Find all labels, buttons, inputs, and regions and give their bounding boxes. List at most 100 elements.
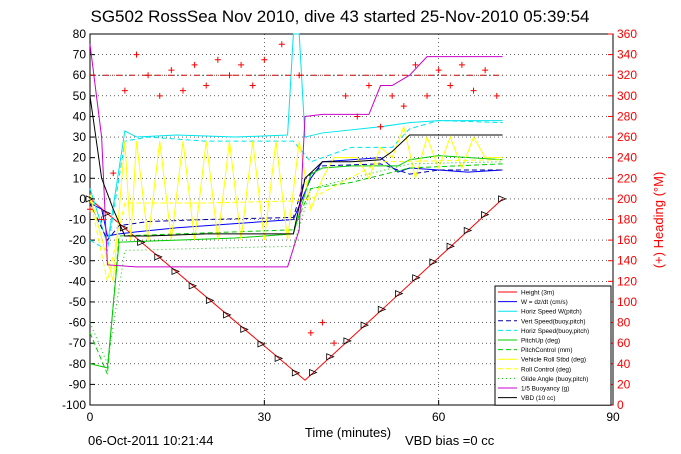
heading-marker xyxy=(87,206,93,213)
y-tick-label-right: 180 xyxy=(617,213,637,227)
height-marker xyxy=(360,321,370,329)
heading-marker xyxy=(203,82,210,89)
height-marker xyxy=(377,305,387,313)
y-tick-label-left: -30 xyxy=(69,254,87,268)
height-marker xyxy=(480,211,490,219)
y-tick-label-right: 20 xyxy=(617,377,631,391)
heading-marker xyxy=(354,113,361,120)
heading-marker xyxy=(133,51,140,58)
y-tick-label-right: 200 xyxy=(617,192,637,206)
series-line-6 xyxy=(89,163,503,375)
height-marker xyxy=(85,195,95,203)
heading-marker xyxy=(156,92,163,99)
y-tick-label-right: 160 xyxy=(617,233,637,247)
series-line-4 xyxy=(89,120,503,252)
y-tick-label-left: 80 xyxy=(73,27,87,41)
heading-marker xyxy=(278,41,285,48)
x-tick-label: 90 xyxy=(606,410,620,424)
heading-marker xyxy=(365,82,372,89)
heading-marker xyxy=(121,87,128,94)
heading-marker xyxy=(435,67,442,74)
y-tick-label-right: 0 xyxy=(617,398,624,412)
height-marker xyxy=(154,253,163,261)
height-marker xyxy=(343,337,352,345)
series-line-1 xyxy=(89,157,503,237)
y-tick-label-right: 220 xyxy=(617,171,637,185)
heading-marker xyxy=(249,82,256,89)
y-tick-label-right: 300 xyxy=(617,89,637,103)
legend-entry: Roll Control (deg) xyxy=(521,366,571,373)
y-tick-label-left: -70 xyxy=(69,336,87,350)
heading-marker xyxy=(482,67,489,74)
chart-title: SG502 RossSea Nov 2010, dive 43 started … xyxy=(91,7,590,26)
legend-entry: Height (3m) xyxy=(521,290,554,297)
heading-marker xyxy=(307,329,314,336)
series-line-11 xyxy=(89,95,503,237)
heading-marker xyxy=(470,87,477,94)
y-tick-label-left: 30 xyxy=(73,130,87,144)
heading-marker xyxy=(319,319,326,326)
series-line-2 xyxy=(89,33,503,245)
height-marker xyxy=(274,354,284,363)
height-marker xyxy=(205,296,215,305)
legend-entry: Vehicle Roll Stbd (deg) xyxy=(521,357,586,364)
y-tick-label-left: -90 xyxy=(69,377,87,391)
heading-marker xyxy=(238,61,245,68)
y-tick-label-right: 80 xyxy=(617,316,631,330)
y-tick-label-left: -10 xyxy=(69,213,87,227)
height-marker xyxy=(446,242,456,250)
heading-marker xyxy=(214,56,221,63)
height-marker xyxy=(498,195,507,203)
y-tick-label-right: 120 xyxy=(617,274,637,288)
height-marker xyxy=(102,209,112,217)
heading-marker xyxy=(110,170,117,177)
y-tick-label-right: 260 xyxy=(617,130,637,144)
height-marker xyxy=(309,368,318,377)
height-marker xyxy=(240,325,249,334)
y-tick-label-left: -80 xyxy=(69,357,87,371)
y-tick-label-left: -40 xyxy=(69,274,87,288)
y-tick-label-right: 340 xyxy=(617,48,637,62)
height-marker xyxy=(291,369,301,377)
heading-marker xyxy=(493,92,500,99)
legend-box xyxy=(494,285,612,406)
heading-marker xyxy=(191,61,198,68)
legend-entry: W = dz/dt (cm/s) xyxy=(521,299,568,306)
y-tick-label-right: 240 xyxy=(617,151,637,165)
heading-marker xyxy=(261,56,268,63)
series-line-0 xyxy=(89,198,503,381)
y-tick-label-left: 10 xyxy=(73,171,87,185)
heading-marker xyxy=(179,87,186,94)
heading-marker xyxy=(168,67,175,74)
height-marker xyxy=(257,340,266,348)
heading-marker xyxy=(342,92,349,99)
heading-marker xyxy=(389,92,396,99)
legend-entry: VBD (10 cc) xyxy=(521,395,555,402)
y-tick-label-left: -100 xyxy=(62,398,86,412)
y-tick-label-left: 0 xyxy=(79,192,86,206)
legend-entry: Horiz Speed(buoy,pitch) xyxy=(521,328,589,335)
height-marker xyxy=(171,267,180,276)
x-tick-label: 0 xyxy=(87,410,94,424)
y-tick-label-left: -20 xyxy=(69,233,87,247)
x-tick-label: 30 xyxy=(258,410,272,424)
heading-marker xyxy=(331,340,338,347)
y-tick-label-right: 60 xyxy=(617,336,631,350)
heading-marker xyxy=(458,61,465,68)
y-tick-label-left: 70 xyxy=(73,48,87,62)
legend-entry: Horiz Speed W(pitch) xyxy=(521,309,582,316)
heading-marker xyxy=(400,103,407,110)
footer-date: 06-Oct-2011 10:21:44 xyxy=(88,433,214,448)
y-tick-label-left: 50 xyxy=(73,89,87,103)
x-axis-label: Time (minutes) xyxy=(305,425,391,440)
heading-marker xyxy=(98,216,105,223)
heading-marker xyxy=(377,123,384,130)
legend-entry: Glide Angle (buoy,pitch) xyxy=(521,376,588,383)
height-marker xyxy=(137,238,146,247)
y-tick-label-right: 360 xyxy=(617,27,637,41)
y-tick-label-right: 320 xyxy=(617,68,637,82)
series-line-7 xyxy=(89,125,503,282)
heading-marker xyxy=(424,92,431,99)
series-line-9 xyxy=(89,161,503,366)
